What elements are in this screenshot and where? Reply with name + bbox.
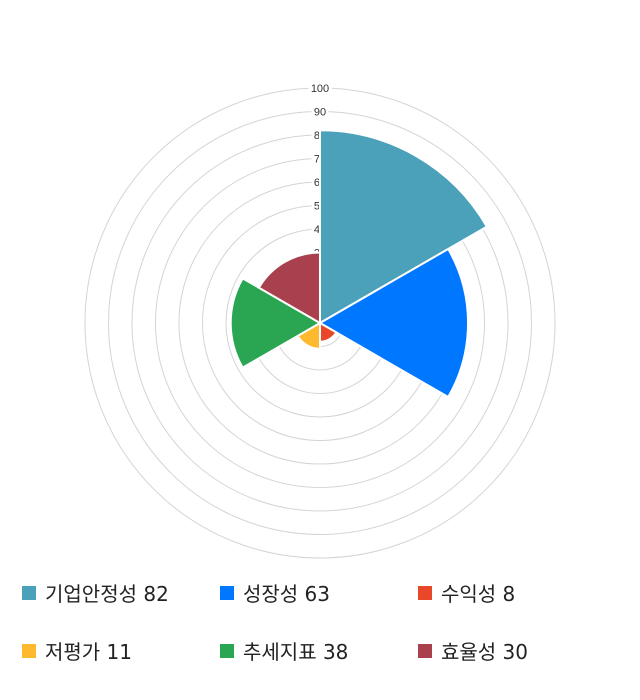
legend-swatch <box>22 585 36 600</box>
legend-label: 저평가 11 <box>45 640 133 664</box>
legend-label: 수익성 8 <box>441 582 516 606</box>
legend-label: 성장성 63 <box>243 582 331 606</box>
segment-1 <box>319 129 489 325</box>
polar-area-chart: 102030405060708090100 <box>84 82 556 559</box>
legend-item: 수익성 8 <box>418 578 515 607</box>
legend-item: 기업안정성 82 <box>22 578 169 607</box>
segment-6 <box>257 251 321 325</box>
legend-item: 효율성 30 <box>418 636 528 665</box>
legend-item: 성장성 63 <box>220 578 330 607</box>
legend-swatch <box>418 643 432 658</box>
tick-label: 90 <box>314 107 326 119</box>
legend-swatch <box>220 585 234 600</box>
legend-swatch <box>220 643 234 658</box>
legend-label: 추세지표 38 <box>243 640 349 664</box>
legend-swatch <box>418 585 432 600</box>
segment-2 <box>318 247 470 399</box>
legend-label: 기업안정성 82 <box>45 582 169 606</box>
legend-label: 효율성 30 <box>441 640 529 664</box>
legend-item: 저평가 11 <box>22 636 132 665</box>
tick-label-bg <box>311 105 329 118</box>
legend-item: 추세지표 38 <box>220 636 348 665</box>
tick-label-bg <box>308 82 332 94</box>
tick-label: 100 <box>311 83 329 95</box>
legend-swatch <box>22 643 36 658</box>
segment-5 <box>229 276 322 370</box>
